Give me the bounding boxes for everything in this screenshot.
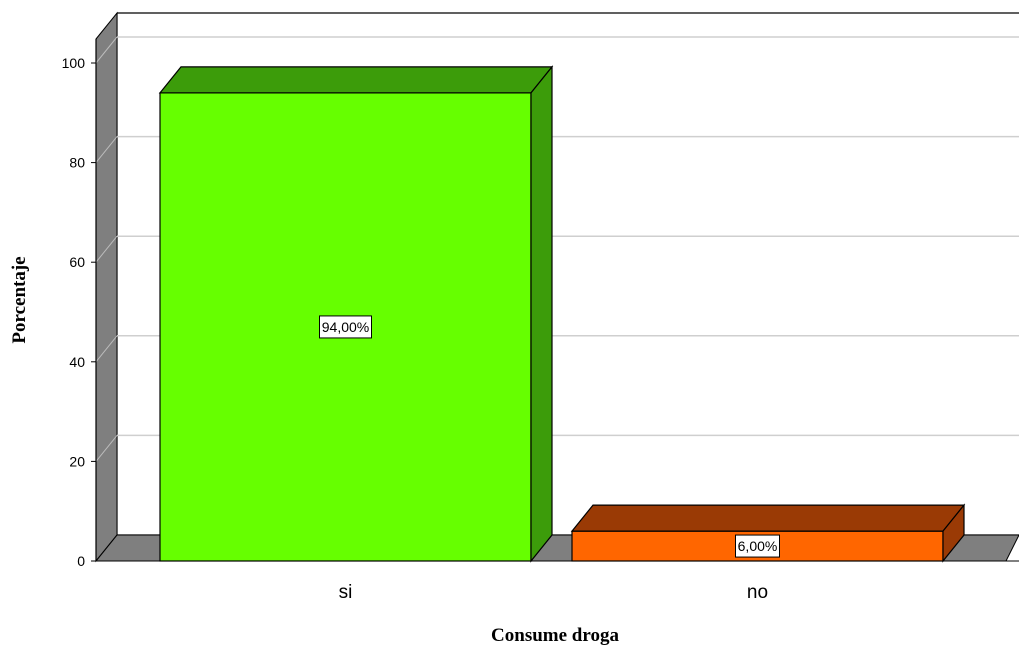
x-category-label-si: si — [339, 582, 353, 603]
data-label-box — [735, 534, 780, 558]
y-axis-title: Porcentaje — [9, 256, 30, 343]
bar-side-si — [530, 65, 553, 563]
bar-top-no — [570, 504, 966, 532]
bar-top-si — [158, 66, 554, 94]
y-tick-label: 60 — [69, 254, 85, 270]
left-wall — [95, 11, 118, 563]
x-category-label-no: no — [747, 582, 768, 603]
y-tick-label: 40 — [69, 354, 85, 370]
x-axis-categories: si no — [339, 582, 768, 603]
bars — [158, 65, 966, 563]
y-tick-label: 80 — [69, 155, 85, 171]
gridline-side — [95, 136, 118, 163]
bar-side-no — [942, 503, 965, 563]
gridline-side — [95, 235, 118, 263]
data-label-si: 94,00% — [322, 319, 369, 335]
gridline-side — [95, 335, 118, 363]
y-tick-label: 20 — [69, 453, 85, 469]
x-axis-title: Consume droga — [491, 625, 619, 646]
data-labels: 94,00% 6,00% — [319, 315, 780, 558]
y-tick-label: 0 — [77, 553, 85, 569]
gridline-side — [95, 435, 118, 462]
gridline-side — [95, 36, 118, 64]
data-label-no: 6,00% — [738, 538, 778, 554]
data-label-box — [319, 315, 372, 339]
y-tick-label: 100 — [62, 55, 86, 71]
